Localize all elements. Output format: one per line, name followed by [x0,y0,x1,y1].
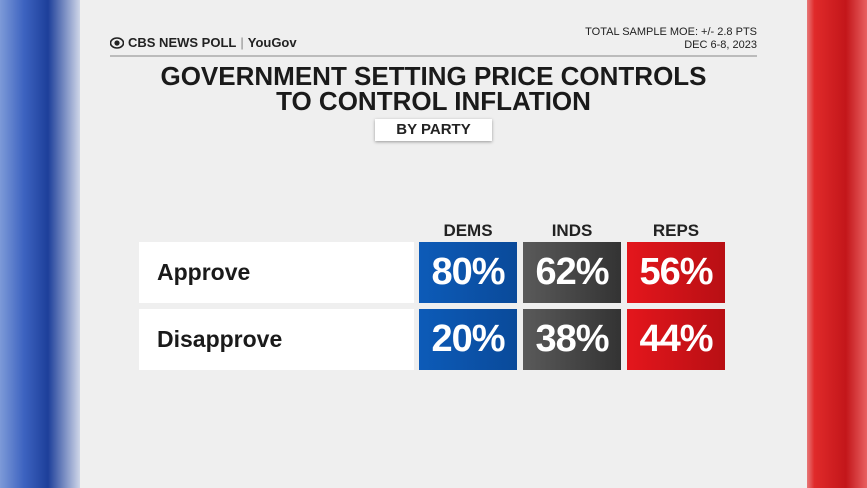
header-rule [110,55,757,57]
value-cell: 44% [627,309,725,370]
title-line: TO CONTROL INFLATION [276,86,591,116]
left-side-panel [0,0,80,488]
date: DEC 6-8, 2023 [684,39,757,51]
moe: TOTAL SAMPLE MOE: +/- 2.8 PTS [585,26,757,38]
subtitle: BY PARTY [375,119,492,141]
value-cell: 62% [523,242,621,303]
value-cell: 56% [627,242,725,303]
row-label: Approve [139,242,414,303]
value-cell: 38% [523,309,621,370]
divider: | [240,35,244,50]
title-line: GOVERNMENT SETTING PRICE CONTROLS [160,61,707,91]
right-side-panel [797,0,867,488]
value-cell: 80% [419,242,517,303]
logo: CBS NEWS POLL | YouGov [110,35,297,50]
cbs-eye [110,36,124,49]
column-header: REPS [652,221,700,240]
partner: YouGov [247,35,297,50]
logo-text: CBS NEWS POLL [128,35,237,50]
column-header: INDS [551,221,593,240]
column-header: DEMS [443,221,493,240]
row-label: Disapprove [139,309,414,370]
value-cell: 20% [419,309,517,370]
